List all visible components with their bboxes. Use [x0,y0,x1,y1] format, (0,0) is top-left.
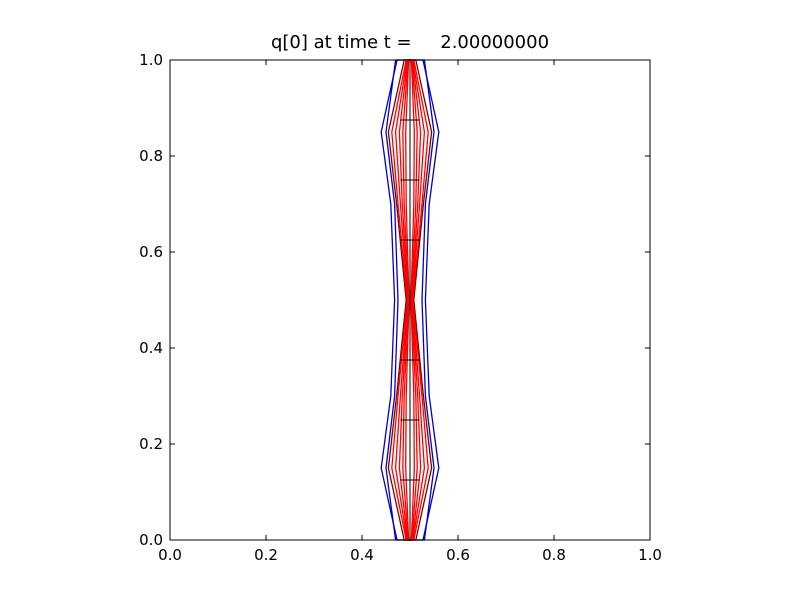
x-tick-label-0: 0.0 [158,546,182,564]
x-tick-label-1: 0.2 [254,546,278,564]
x-tick-label-4: 0.8 [542,546,566,564]
y-tick-label-5: 1.0 [139,51,163,69]
y-axis: 0.0 0.2 0.4 0.6 0.8 1.0 [139,51,650,549]
x-tick-label-2: 0.4 [350,546,374,564]
y-tick-label-3: 0.6 [139,243,163,261]
y-tick-label-0: 0.0 [139,531,163,549]
chart-title: q[0] at time t = 2.00000000 [271,32,549,53]
y-tick-label-2: 0.4 [139,339,163,357]
x-axis: 0.0 0.2 0.4 0.6 0.8 1.0 [158,60,662,564]
plot-frame [169,59,651,541]
x-tick-label-3: 0.6 [446,546,470,564]
grid-patch-markers [400,119,420,481]
y-tick-label-4: 0.8 [139,147,163,165]
x-tick-label-5: 1.0 [638,546,662,564]
plot-area [169,59,651,541]
y-tick-label-1: 0.2 [139,435,163,453]
